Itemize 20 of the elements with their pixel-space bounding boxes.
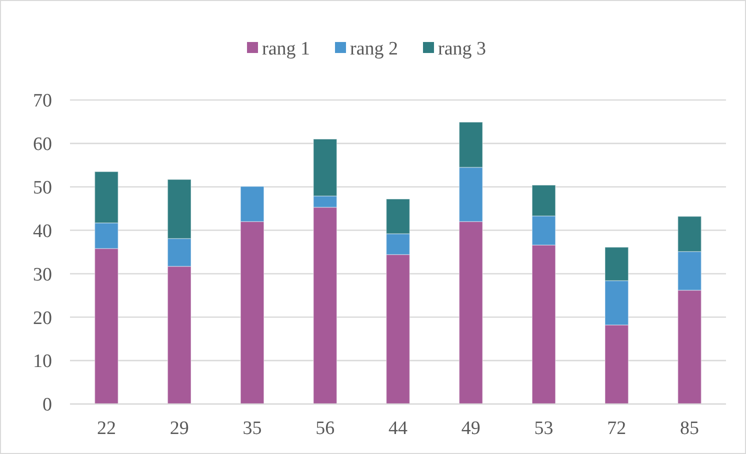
y-tick-label: 10 — [33, 351, 52, 372]
x-tick-label: 72 — [607, 418, 626, 439]
y-tick-label: 0 — [42, 394, 52, 416]
y-tick-label: 50 — [33, 178, 52, 199]
x-tick-label: 49 — [461, 418, 480, 439]
x-tick-label: 22 — [96, 418, 116, 439]
x-tick-label: 85 — [680, 418, 700, 439]
y-tick-label: 30 — [33, 264, 52, 286]
legend-label: rang 1 — [262, 38, 310, 60]
x-tick-label: 56 — [316, 418, 335, 439]
y-tick-label: 40 — [33, 220, 52, 242]
x-tick-label: 53 — [534, 418, 554, 439]
legend-label: rang 2 — [350, 38, 398, 60]
x-tick-label: 35 — [242, 418, 262, 439]
x-tick-label: 29 — [170, 418, 189, 439]
y-tick-label: 70 — [33, 90, 52, 112]
legend-label: rang 3 — [438, 38, 486, 60]
y-tick-label: 60 — [33, 134, 52, 156]
x-tick-label: 44 — [388, 418, 408, 439]
y-tick-label: 20 — [33, 308, 52, 329]
